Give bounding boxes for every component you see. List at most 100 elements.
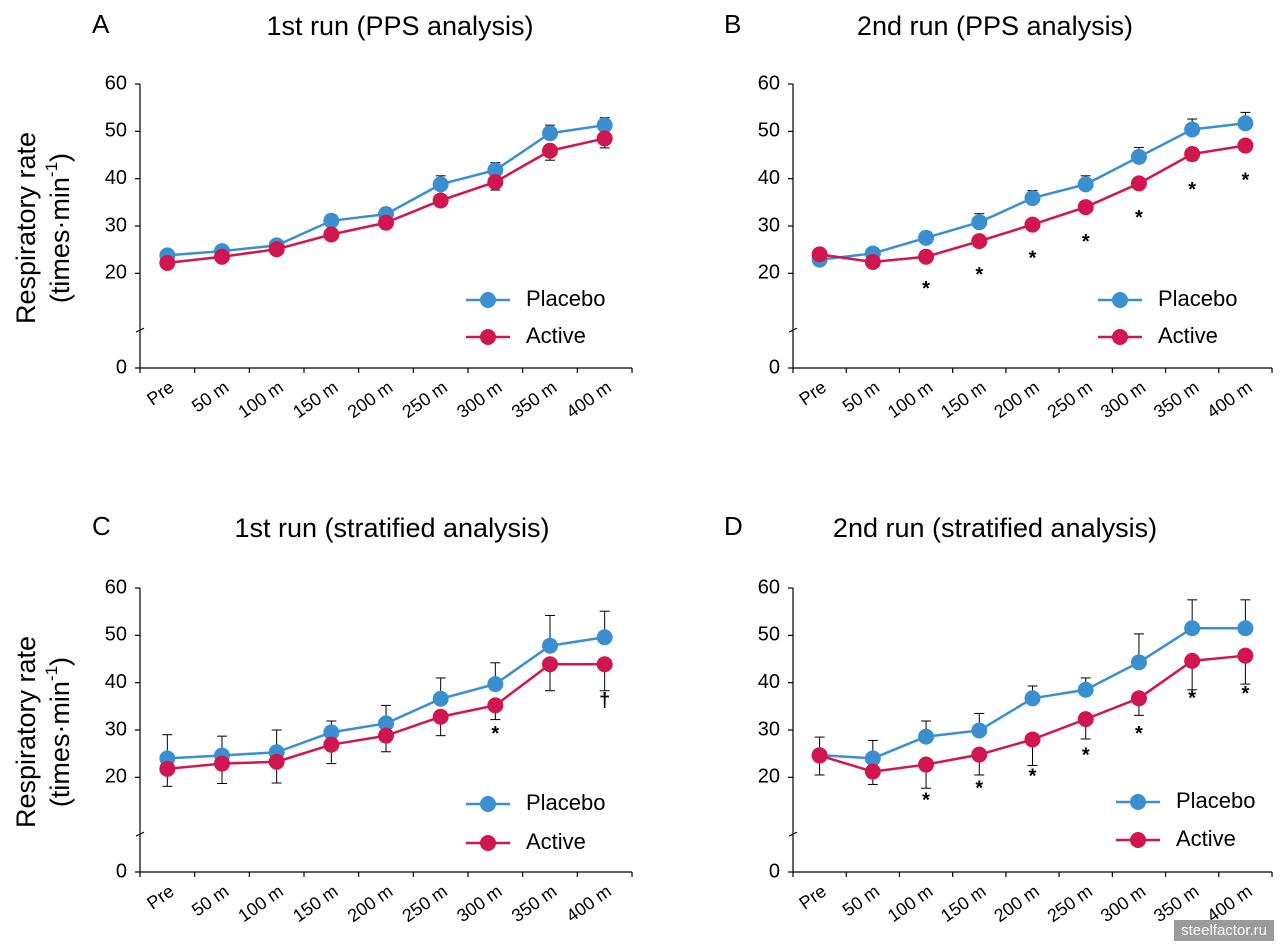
series-active bbox=[159, 656, 613, 787]
data-point bbox=[971, 746, 988, 763]
legend-marker bbox=[480, 835, 496, 851]
y-tick-label: 40 bbox=[105, 167, 127, 189]
y-tick-label: 20 bbox=[758, 766, 780, 788]
x-tick-label: 400 m bbox=[563, 377, 615, 422]
data-point bbox=[487, 173, 504, 190]
x-tick-label: Pre bbox=[143, 881, 177, 913]
legend-label: Placebo bbox=[1176, 788, 1256, 813]
data-point bbox=[432, 176, 449, 193]
y-tick-label: 20 bbox=[105, 766, 127, 788]
data-point bbox=[864, 750, 881, 767]
significance-marker: * bbox=[975, 777, 983, 799]
watermark: steelfactor.ru bbox=[1174, 920, 1274, 941]
data-point bbox=[323, 212, 340, 229]
significance-marker: * bbox=[1082, 744, 1090, 766]
axis-break bbox=[135, 831, 145, 837]
x-tick-label: 250 m bbox=[1044, 881, 1096, 926]
data-point bbox=[487, 162, 504, 179]
x-tick-label: 100 m bbox=[235, 881, 287, 926]
legend-marker bbox=[1112, 292, 1128, 308]
data-point bbox=[487, 697, 504, 714]
data-point bbox=[542, 142, 558, 159]
panel-title: 1st run (stratified analysis) bbox=[234, 513, 549, 543]
axis-break bbox=[135, 327, 145, 333]
y-axis-unit: (times·min-1) bbox=[42, 657, 75, 807]
data-point bbox=[1024, 731, 1041, 748]
x-tick-label: 150 m bbox=[289, 377, 341, 422]
y-axis-label: Respiratory rate bbox=[11, 132, 41, 324]
legend: Placebo Active bbox=[466, 790, 606, 854]
x-tick-label: 350 m bbox=[1150, 377, 1202, 422]
data-point bbox=[1130, 654, 1147, 671]
x-tick-label: 50 m bbox=[839, 377, 883, 416]
data-point bbox=[1077, 176, 1094, 193]
x-tick-label: 50 m bbox=[188, 881, 232, 920]
x-tick-label: Pre bbox=[795, 881, 829, 913]
y-tick-label: 0 bbox=[769, 860, 780, 882]
x-tick-label: 100 m bbox=[235, 377, 287, 422]
x-tick-label: 400 m bbox=[563, 881, 615, 926]
data-point bbox=[214, 248, 230, 265]
x-tick-label: 150 m bbox=[937, 377, 989, 422]
data-point bbox=[159, 760, 176, 777]
data-point bbox=[432, 690, 449, 707]
data-point bbox=[596, 130, 613, 147]
data-point bbox=[1024, 690, 1041, 707]
y-tick-label: 60 bbox=[105, 576, 127, 598]
x-tick-label: 50 m bbox=[839, 881, 883, 920]
data-point bbox=[596, 656, 613, 673]
data-point bbox=[1024, 216, 1041, 233]
x-tick-label: 300 m bbox=[1097, 881, 1149, 926]
series-placebo bbox=[811, 111, 1254, 268]
significance-marker: * bbox=[1135, 207, 1143, 229]
data-point bbox=[323, 226, 340, 243]
data-point bbox=[542, 125, 558, 142]
data-point bbox=[918, 248, 935, 265]
x-tick-label: 200 m bbox=[344, 881, 396, 926]
series-line bbox=[167, 137, 605, 265]
y-tick-label: 40 bbox=[105, 671, 127, 693]
significance-marker: * bbox=[1029, 247, 1037, 269]
y-tick-label: 20 bbox=[758, 262, 780, 284]
significance-marker: * bbox=[922, 278, 930, 300]
legend-label: Active bbox=[1176, 826, 1236, 851]
data-point bbox=[378, 727, 394, 744]
data-point bbox=[542, 637, 558, 654]
significance-marker: * bbox=[1241, 169, 1249, 191]
data-point bbox=[1184, 620, 1201, 637]
x-tick-label: Pre bbox=[143, 377, 177, 409]
y-tick-label: 50 bbox=[758, 624, 780, 646]
y-tick-label: 30 bbox=[105, 718, 127, 740]
y-axis-unit: (times·min-1) bbox=[42, 153, 75, 303]
legend-label: Placebo bbox=[526, 286, 606, 311]
x-tick-label: 350 m bbox=[508, 881, 560, 926]
data-point bbox=[487, 676, 504, 693]
series-active bbox=[811, 647, 1254, 789]
x-tick-label: 300 m bbox=[1097, 377, 1149, 422]
data-point bbox=[918, 728, 935, 745]
y-tick-label: 0 bbox=[116, 860, 127, 882]
series-active bbox=[159, 130, 613, 271]
data-point bbox=[918, 229, 935, 246]
data-point bbox=[1237, 115, 1254, 132]
data-point bbox=[1077, 199, 1094, 216]
panel-title: 2nd run (stratified analysis) bbox=[833, 513, 1157, 543]
significance-marker: * bbox=[1188, 179, 1196, 201]
data-point bbox=[268, 241, 285, 258]
data-point bbox=[596, 629, 613, 646]
legend-marker bbox=[480, 796, 496, 812]
data-point bbox=[1184, 146, 1201, 163]
x-tick-label: 300 m bbox=[453, 377, 505, 422]
data-point bbox=[268, 753, 285, 770]
x-tick-label: 250 m bbox=[399, 881, 451, 926]
panel-title: 2nd run (PPS analysis) bbox=[857, 11, 1133, 41]
data-point bbox=[1130, 148, 1147, 165]
legend-marker bbox=[1130, 794, 1146, 810]
significance-marker: * bbox=[491, 723, 499, 745]
series-active bbox=[811, 137, 1254, 270]
legend-marker bbox=[480, 292, 496, 308]
legend: Placebo Active bbox=[466, 286, 606, 348]
y-tick-label: 60 bbox=[758, 72, 780, 94]
axis-break bbox=[788, 327, 798, 333]
